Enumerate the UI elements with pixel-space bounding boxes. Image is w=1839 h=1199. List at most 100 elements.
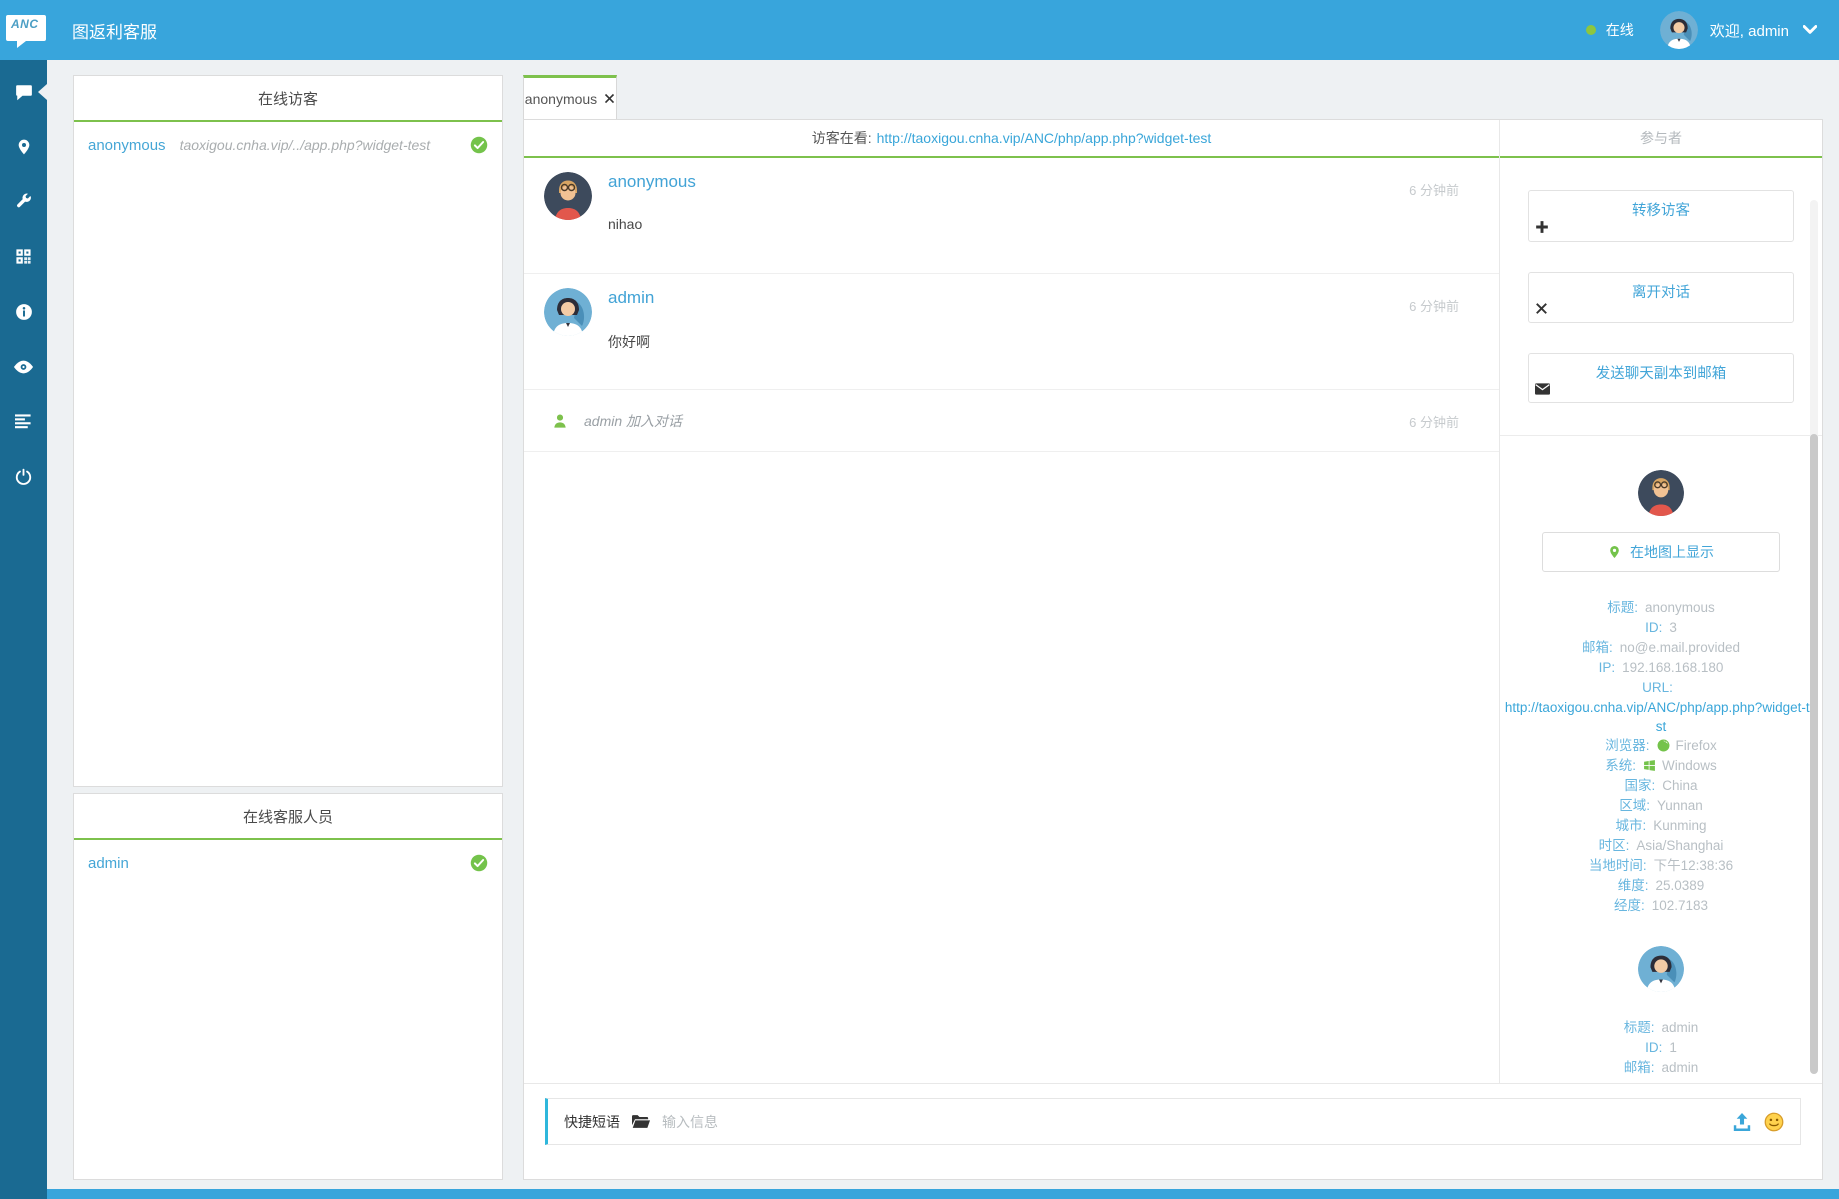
main-column: anonymous 访客在看: http://taoxigou.cnha.vip… xyxy=(523,75,1823,1180)
visitor-info-rows: 标题: anonymous ID: 3 邮箱: no@e.mail.provided … xyxy=(1500,598,1822,916)
info-row: 邮箱: admin xyxy=(1623,1060,1699,1075)
staff-list-item[interactable]: admin xyxy=(74,840,502,886)
info-row: 国家: China xyxy=(1624,778,1698,793)
online-staff-panel: 在线客服人员 admin xyxy=(73,793,503,1180)
sidebar-item-settings[interactable] xyxy=(0,174,47,229)
info-row: 标题: admin xyxy=(1623,1020,1699,1035)
system-message-row: admin 加入对话 6 分钟前 xyxy=(524,390,1499,452)
message-timestamp: 6 分钟前 xyxy=(1409,299,1459,314)
sidebar-item-widget-code[interactable] xyxy=(0,229,47,284)
firefox-icon xyxy=(1657,739,1670,752)
logo-text: ANC xyxy=(11,17,39,31)
sidebar-item-logs[interactable] xyxy=(0,394,47,449)
wrench-icon xyxy=(17,193,31,208)
sidebar-item-chats[interactable] xyxy=(0,64,47,119)
sidebar-item-info[interactable] xyxy=(0,284,47,339)
envelope-icon xyxy=(1535,383,1787,395)
message-input[interactable] xyxy=(662,1113,1720,1130)
visitor-avatar xyxy=(1638,470,1684,516)
composer-box: 快捷短语 xyxy=(545,1098,1801,1145)
details-divider xyxy=(1500,435,1822,436)
location-pin-icon xyxy=(18,139,29,154)
info-row: 城市: Kunming xyxy=(1615,818,1707,833)
leave-conversation-button[interactable]: 离开对话 xyxy=(1528,272,1794,323)
participants-title: 参与者 xyxy=(1500,120,1822,158)
upload-icon[interactable] xyxy=(1732,1112,1752,1131)
info-row: ID: 3 xyxy=(1645,620,1677,635)
chat-icon xyxy=(15,84,32,100)
online-visitors-panel: 在线访客 anonymous taoxigou.cnha.vip/../app.… xyxy=(73,75,503,787)
message-author[interactable]: anonymous xyxy=(608,172,696,191)
message-row: admin 6 分钟前 你好啊 xyxy=(524,274,1499,390)
check-circle-icon xyxy=(470,136,488,154)
email-transcript-label: 发送聊天副本到邮箱 xyxy=(1595,366,1727,382)
info-row-os: 系统: Windows xyxy=(1605,758,1717,773)
check-circle-icon xyxy=(470,854,488,872)
message-text: 你好啊 xyxy=(608,334,650,350)
leave-conversation-label: 离开对话 xyxy=(1632,285,1690,301)
show-on-map-button[interactable]: 在地图上显示 xyxy=(1542,532,1780,572)
message-timestamp: 6 分钟前 xyxy=(1409,183,1459,198)
left-column: 在线访客 anonymous taoxigou.cnha.vip/../app.… xyxy=(73,75,503,1180)
bottom-strip xyxy=(47,1189,1839,1199)
info-row: 标题: anonymous xyxy=(1607,600,1715,615)
tab-label: anonymous xyxy=(524,90,598,107)
composer-bar: 快捷短语 xyxy=(524,1083,1822,1179)
logo-bubble-icon xyxy=(6,15,46,48)
folder-icon[interactable] xyxy=(632,1114,650,1129)
show-on-map-label: 在地图上显示 xyxy=(1630,544,1714,560)
viewing-url-link[interactable]: http://taoxigou.cnha.vip/ANC/php/app.php… xyxy=(876,130,1212,146)
topbar: ANC 图返利客服 在线 欢迎, admin xyxy=(0,0,1839,60)
tab-close-icon[interactable] xyxy=(604,93,615,104)
participants-scrollbar-thumb[interactable] xyxy=(1810,434,1818,1074)
online-status-label[interactable]: 在线 xyxy=(1605,22,1634,38)
visitor-viewing-bar: 访客在看: http://taoxigou.cnha.vip/ANC/php/a… xyxy=(524,120,1499,158)
visitor-name: anonymous xyxy=(88,136,166,154)
emoji-icon[interactable] xyxy=(1764,1112,1784,1132)
admin-avatar xyxy=(544,288,592,336)
map-pin-icon xyxy=(1610,546,1619,558)
welcome-label[interactable]: 欢迎, admin xyxy=(1709,22,1789,40)
chevron-down-icon[interactable] xyxy=(1803,25,1817,35)
content-area: 在线访客 anonymous taoxigou.cnha.vip/../app.… xyxy=(0,60,1839,1189)
email-transcript-button[interactable]: 发送聊天副本到邮箱 xyxy=(1528,353,1794,403)
staff-name: admin xyxy=(88,854,129,872)
quick-phrases-button[interactable]: 快捷短语 xyxy=(564,1113,620,1130)
staff-panel-title: 在线客服人员 xyxy=(74,794,502,840)
chat-column: 访客在看: http://taoxigou.cnha.vip/ANC/php/a… xyxy=(524,120,1500,1083)
system-message-timestamp: 6 分钟前 xyxy=(1409,415,1459,430)
system-message-text: admin 加入对话 xyxy=(584,412,683,429)
visitor-list-item[interactable]: anonymous taoxigou.cnha.vip/../app.php?w… xyxy=(74,122,502,168)
info-row: 当地时间: 下午12:38:36 xyxy=(1588,858,1734,873)
chat-tab-bar: anonymous xyxy=(523,75,1823,119)
sidebar-item-monitor[interactable] xyxy=(0,339,47,394)
tab-anonymous[interactable]: anonymous xyxy=(523,75,617,119)
info-row: 区域: Yunnan xyxy=(1619,798,1703,813)
info-row: ID: 1 xyxy=(1645,1040,1677,1055)
transfer-visitor-button[interactable]: 转移访客 xyxy=(1528,190,1794,242)
visitor-url: taoxigou.cnha.vip/../app.php?widget-test xyxy=(179,137,431,153)
visitor-url-link[interactable]: http://taoxigou.cnha.vip/ANC/php/app.php… xyxy=(1504,700,1818,734)
sidebar-item-logout[interactable] xyxy=(0,449,47,504)
chat-window: 访客在看: http://taoxigou.cnha.vip/ANC/php/a… xyxy=(523,119,1823,1180)
info-row: 经度: 102.7183 xyxy=(1613,898,1709,913)
info-row: IP: 192.168.168.180 xyxy=(1598,660,1724,675)
message-author[interactable]: admin xyxy=(608,288,655,307)
admin-details: 标题: admin ID: 1 邮箱: admin xyxy=(1500,946,1822,1078)
participants-body: 转移访客 离开对话 xyxy=(1500,158,1822,1083)
info-icon xyxy=(15,303,32,320)
sidebar-item-map[interactable] xyxy=(0,119,47,174)
participants-column: 参与者 转移访客 离开对话 xyxy=(1500,120,1822,1083)
admin-avatar[interactable] xyxy=(1659,11,1698,49)
info-row-browser: 浏览器: Firefox xyxy=(1605,738,1717,753)
admin-avatar xyxy=(1638,946,1684,992)
sidebar xyxy=(0,60,47,1199)
qr-code-icon xyxy=(16,249,31,264)
eye-icon xyxy=(14,360,33,373)
close-icon xyxy=(1535,302,1787,315)
plus-icon xyxy=(1535,220,1787,234)
app-title: 图返利客服 xyxy=(72,22,157,42)
visitor-avatar xyxy=(544,172,592,220)
online-status-dot-icon xyxy=(1585,25,1596,35)
app-logo[interactable]: ANC xyxy=(6,11,48,49)
